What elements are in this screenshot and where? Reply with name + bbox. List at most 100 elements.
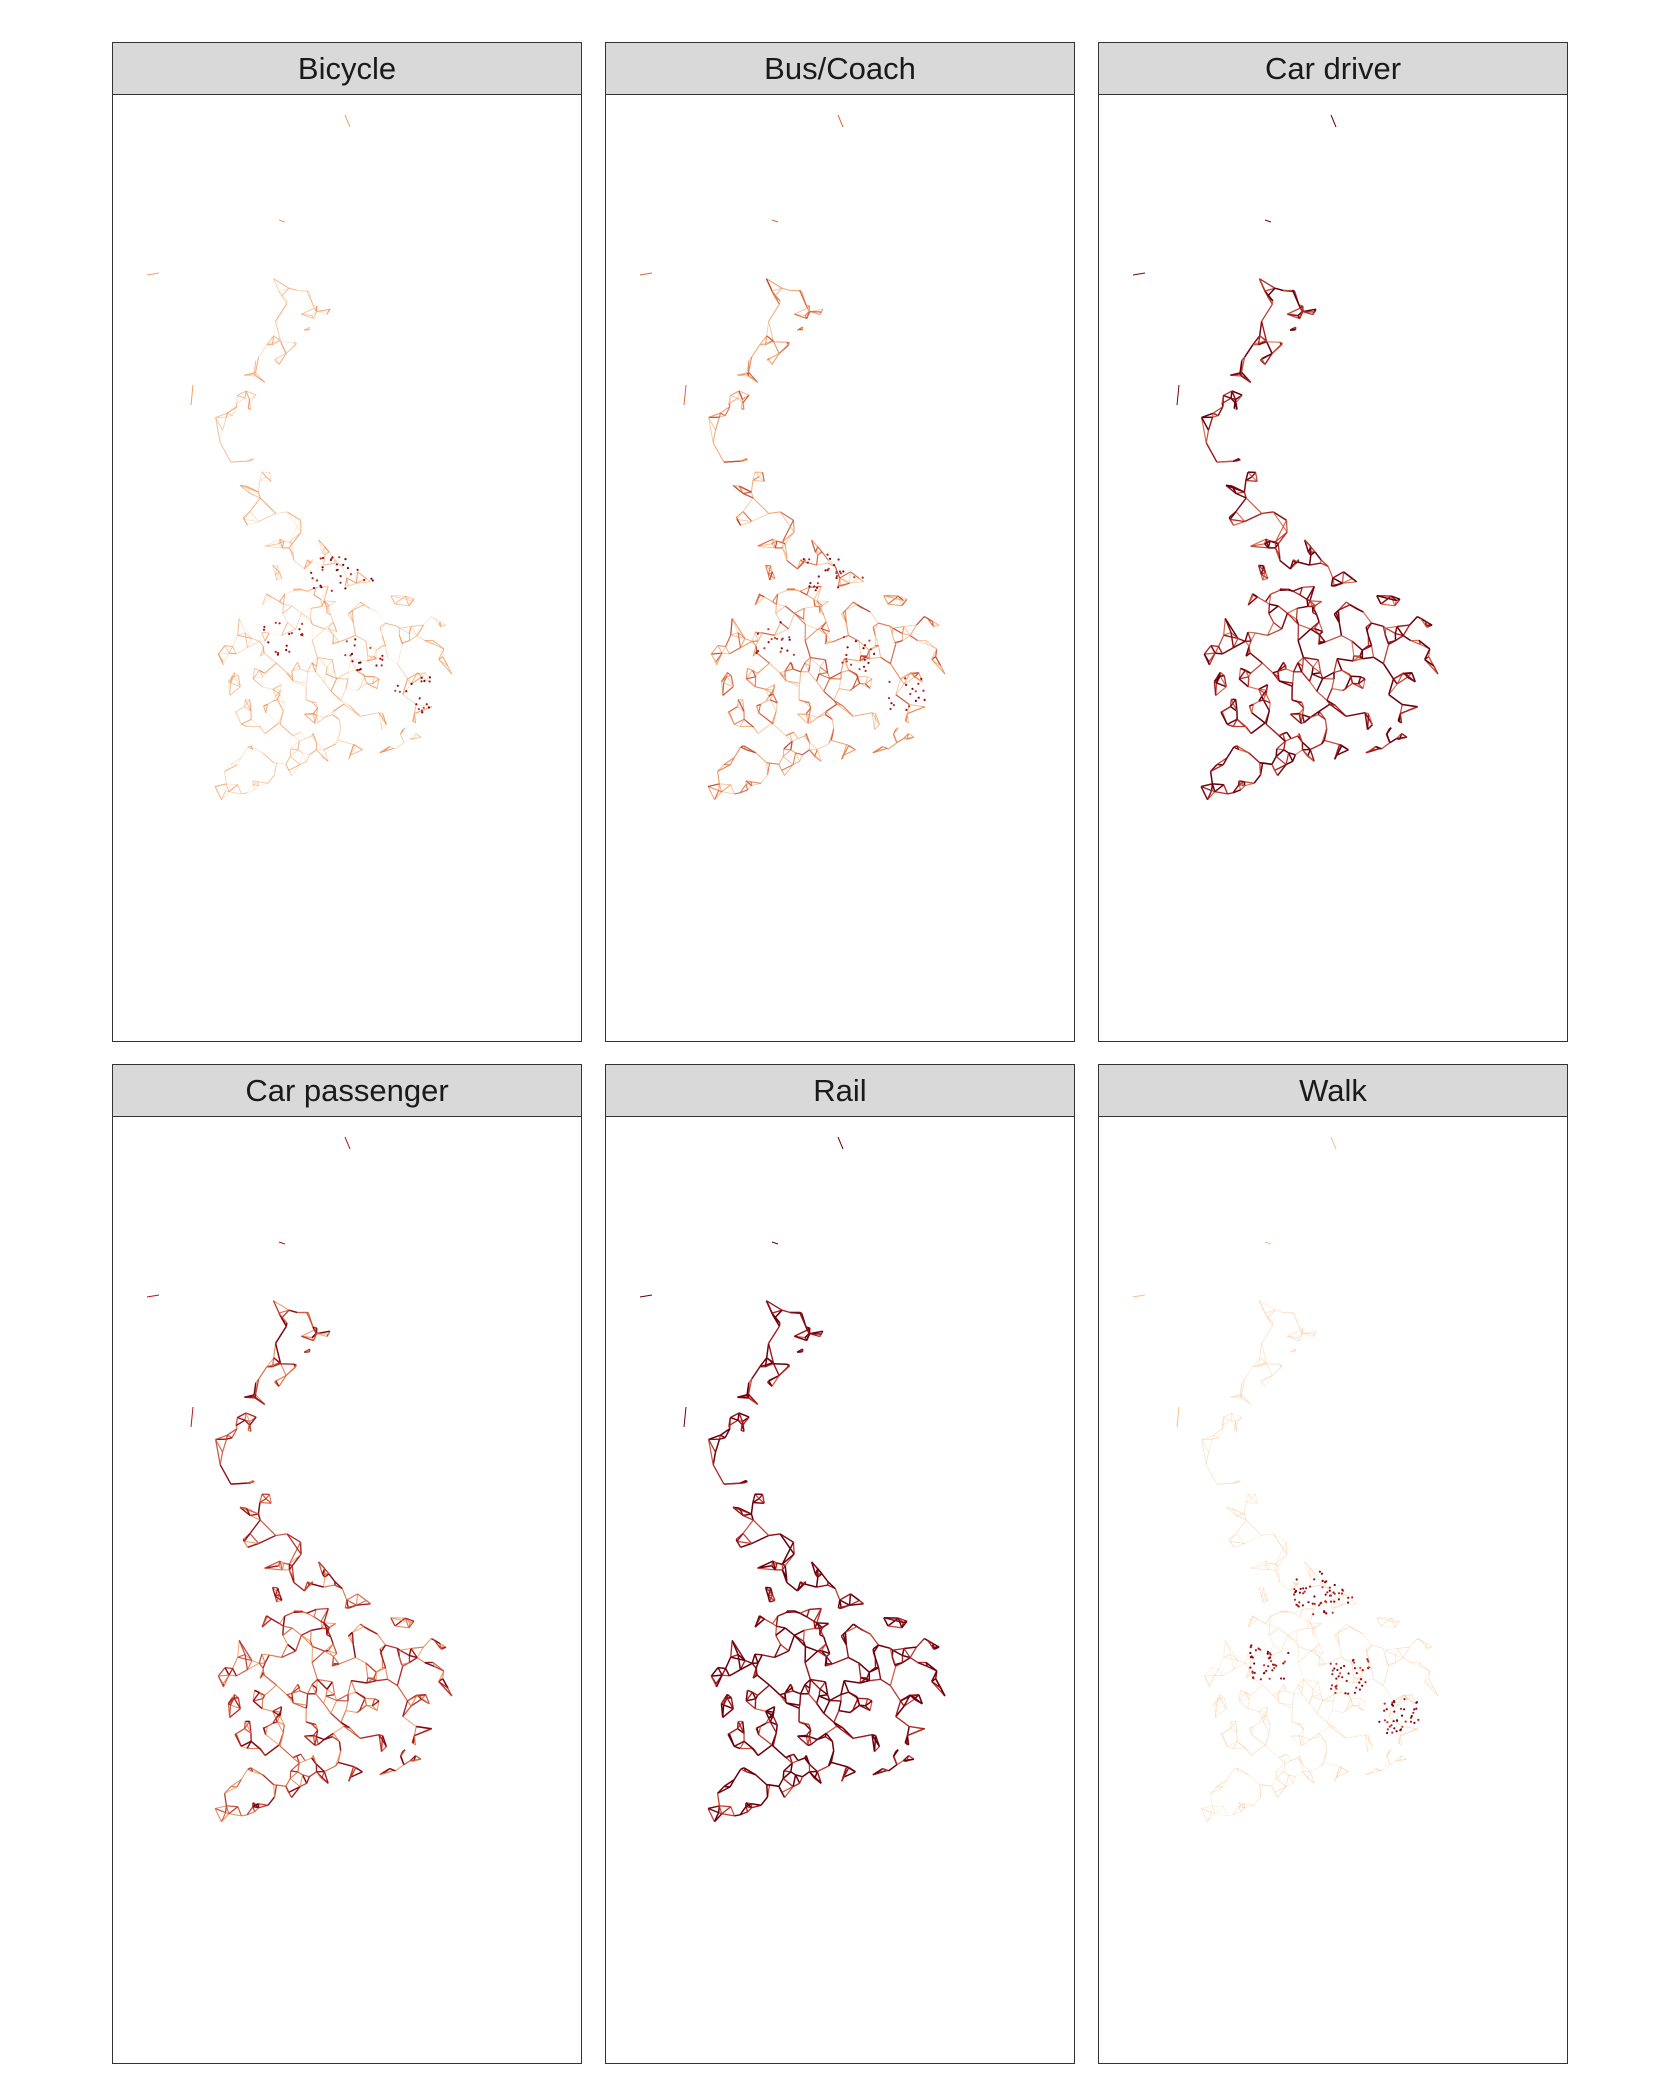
flow-link <box>817 714 826 718</box>
flow-link <box>1230 699 1238 712</box>
flow-link <box>857 1697 868 1700</box>
flow-link <box>1352 1677 1355 1684</box>
flow-link <box>258 632 263 642</box>
island-link <box>771 1241 779 1245</box>
flow-link <box>1266 622 1275 636</box>
flow-link <box>231 1697 239 1700</box>
flow-link <box>1342 1593 1344 1606</box>
flow-link <box>819 606 825 616</box>
flow-link <box>794 607 805 614</box>
flow-link <box>1297 1684 1303 1689</box>
flow-link <box>782 756 794 765</box>
network-map <box>146 114 453 800</box>
flow-link <box>307 1581 313 1585</box>
urban-flow-dot <box>1295 1578 1298 1581</box>
flow-link <box>379 626 383 636</box>
flow-link <box>1221 1419 1232 1426</box>
flow-link <box>1316 690 1328 701</box>
flow-link <box>345 1604 357 1609</box>
flow-link <box>780 622 790 630</box>
flow-link <box>845 622 849 636</box>
flow-link <box>721 1806 732 1815</box>
flow-link <box>320 1620 325 1624</box>
flow-link <box>1283 741 1286 751</box>
flow-link <box>872 747 888 754</box>
flow-link <box>360 601 365 606</box>
flow-link <box>350 1679 368 1684</box>
flow-link <box>366 1680 377 1684</box>
flow-link <box>760 1796 769 1806</box>
flow-link <box>1299 1609 1303 1618</box>
flow-link <box>345 1700 349 1711</box>
flow-link <box>1230 1396 1242 1399</box>
urban-flow-dot <box>344 587 347 590</box>
flow-link <box>1302 657 1314 668</box>
flow-link <box>347 1680 352 1695</box>
flow-link <box>408 1620 415 1629</box>
flow-link <box>1222 647 1234 655</box>
flow-link <box>253 1698 263 1702</box>
flow-link <box>848 1593 852 1606</box>
flow-link <box>1243 491 1247 499</box>
flow-link <box>236 647 248 655</box>
flow-link <box>345 582 357 587</box>
flow-link <box>1250 1684 1263 1696</box>
flow-link <box>244 1654 249 1670</box>
flow-link <box>1264 540 1271 545</box>
flow-link <box>892 626 905 629</box>
flow-link <box>798 1721 810 1726</box>
flow-link <box>1405 673 1416 683</box>
flow-link <box>718 1435 721 1440</box>
flow-link <box>442 656 449 667</box>
flow-link <box>275 571 280 576</box>
flow-link <box>306 754 310 762</box>
flow-link <box>892 1749 899 1757</box>
flow-link <box>274 1325 288 1344</box>
flow-link <box>1292 1693 1294 1706</box>
flow-link <box>903 676 915 685</box>
urban-flow-dot <box>422 706 425 709</box>
flow-link <box>793 732 799 739</box>
flow-link <box>737 1721 745 1734</box>
urban-flow-dot <box>335 563 338 566</box>
flow-link <box>271 1618 280 1625</box>
flow-link <box>306 1612 315 1618</box>
flow-link <box>278 287 290 292</box>
urban-flow-dot <box>786 649 789 652</box>
flow-link <box>261 1493 267 1500</box>
flow-link <box>1241 1394 1251 1405</box>
flow-link <box>765 1343 770 1358</box>
flow-link <box>1303 1739 1311 1745</box>
flow-link <box>228 1806 239 1815</box>
urban-flow-dot <box>1293 1593 1296 1596</box>
urban-flow-dot <box>1328 1589 1331 1592</box>
flow-link <box>1386 1755 1391 1765</box>
flow-link <box>736 1533 744 1542</box>
flow-link <box>1249 1727 1251 1729</box>
flow-link <box>311 662 317 672</box>
flow-link <box>327 628 334 635</box>
flow-link <box>249 493 261 499</box>
flow-link <box>283 1625 293 1629</box>
flow-link <box>1279 588 1289 591</box>
flow-link <box>425 1694 430 1705</box>
flow-link <box>799 1776 804 1784</box>
flow-link <box>898 595 908 600</box>
flow-link <box>1232 718 1238 727</box>
flow-link <box>315 707 319 715</box>
flow-link <box>1223 1412 1233 1418</box>
flow-link <box>261 471 267 478</box>
urban-flow-dot <box>861 576 864 579</box>
flow-link <box>809 585 822 589</box>
flow-link <box>816 562 828 566</box>
flow-link <box>818 673 830 680</box>
flow-link <box>841 1767 850 1782</box>
flow-link <box>818 672 828 675</box>
flow-link <box>299 520 302 533</box>
flow-link <box>1278 1757 1286 1764</box>
flow-link <box>285 1364 297 1376</box>
flow-link <box>1214 1697 1221 1704</box>
flow-link <box>842 749 856 756</box>
flow-link <box>396 1648 400 1657</box>
flow-link <box>872 626 876 636</box>
